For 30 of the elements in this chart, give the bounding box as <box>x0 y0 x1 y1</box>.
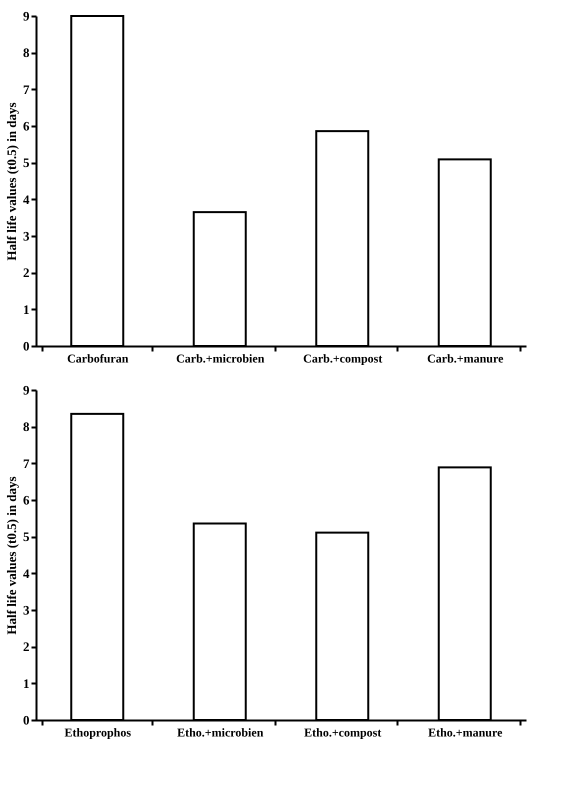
x-tick-label: Ethoprophos <box>64 726 132 740</box>
y-tick-label: 5 <box>23 529 30 544</box>
x-tick-label: Etho.+manure <box>428 726 504 740</box>
y-tick-label: 7 <box>23 82 30 97</box>
y-axis-title: Half life values (t0.5) in days <box>4 476 19 635</box>
y-tick-label: 1 <box>23 676 30 691</box>
y-tick-label: 2 <box>23 265 30 280</box>
y-tick-label: 4 <box>23 192 30 207</box>
y-tick-label: 8 <box>23 419 30 434</box>
x-tick-label: Carb.+microbien <box>176 352 265 366</box>
y-tick-label: 6 <box>23 492 30 508</box>
x-tick-label: Etho.+compost <box>304 726 382 740</box>
y-tick-label: 1 <box>23 302 30 317</box>
y-axis-title: Half life values (t0.5) in days <box>4 102 19 261</box>
x-tick-label: Etho.+microbien <box>177 726 264 740</box>
y-tick-label: 2 <box>23 639 30 654</box>
y-tick-label: 3 <box>23 602 30 618</box>
x-tick-label: Carbofuran <box>67 352 129 366</box>
x-tick-label: Carb.+compost <box>303 352 382 366</box>
y-tick-label: 8 <box>23 45 30 60</box>
y-tick-label: 0 <box>23 712 30 728</box>
y-tick-label: 6 <box>23 118 30 134</box>
y-tick-label: 7 <box>23 456 30 471</box>
x-tick-label: Carb.+manure <box>427 352 504 366</box>
y-tick-label: 3 <box>23 228 30 244</box>
y-tick-label: 5 <box>23 155 30 170</box>
y-tick-label: 0 <box>23 338 30 354</box>
y-tick-label: 9 <box>23 8 30 24</box>
y-tick-label: 4 <box>23 566 30 581</box>
y-tick-label: 9 <box>23 382 30 398</box>
